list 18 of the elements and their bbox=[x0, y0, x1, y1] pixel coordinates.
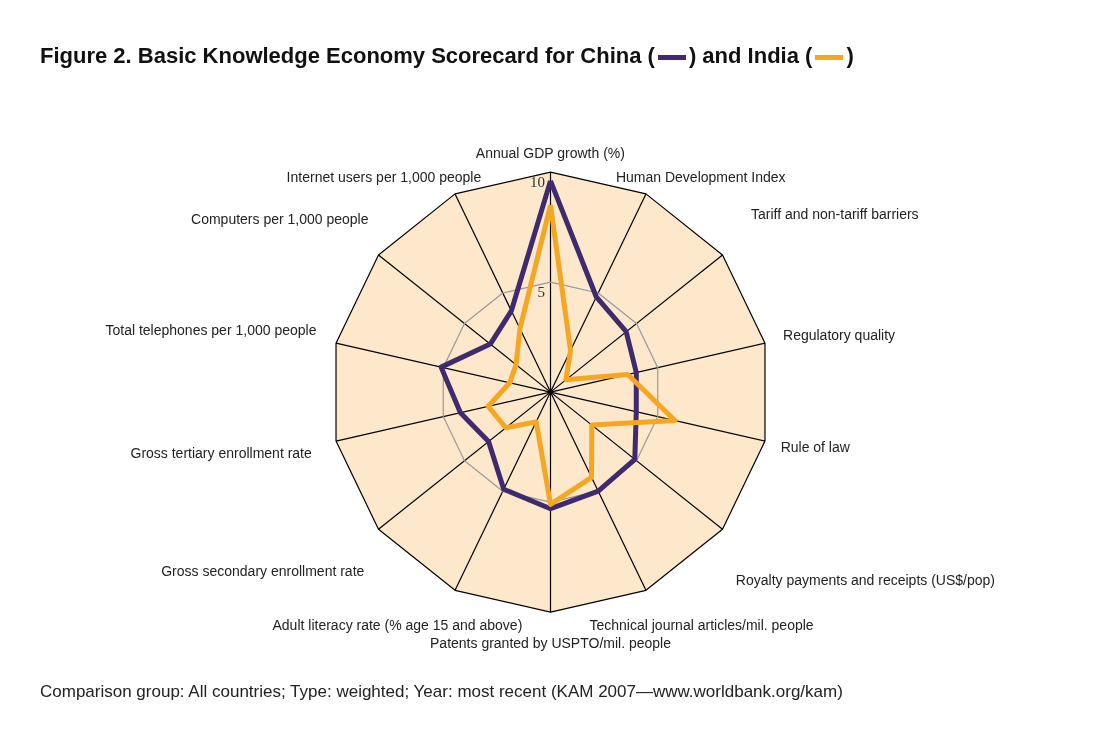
spoke-label: Tariff and non-tariff barriers bbox=[751, 206, 919, 223]
spoke-label: Regulatory quality bbox=[783, 326, 896, 343]
spoke-label: Royalty payments and receipts (US$/pop) bbox=[735, 571, 995, 588]
chart-title: Figure 2. Basic Knowledge Economy Scorecard for China ( ) and India ( ) bbox=[40, 43, 854, 68]
spoke-label: Adult literacy rate (% age 15 and above) bbox=[272, 617, 523, 634]
spoke-label: Patents granted by USPTO/mil. people bbox=[430, 634, 672, 651]
spoke-label: Rule of law bbox=[780, 439, 851, 456]
y-tick-label: 10 bbox=[530, 173, 545, 190]
spoke-label: Total telephones per 1,000 people bbox=[105, 321, 317, 338]
spoke-label: Gross tertiary enrollment rate bbox=[130, 445, 312, 462]
text: Comparison group: All countries; Type: weighted; Year: most recent (KAM 2007—www.worldbank.org/kam) bbox=[40, 681, 843, 703]
y-tick-label: 5 bbox=[537, 283, 545, 300]
spoke-label: Human Development Index bbox=[615, 169, 786, 186]
spoke-label: Annual GDP growth (%) bbox=[475, 145, 625, 162]
spoke-label: Computers per 1,000 people bbox=[191, 210, 369, 227]
spoke-label: Gross secondary enrollment rate bbox=[161, 563, 365, 580]
spoke-label: Technical journal articles/mil. people bbox=[589, 617, 814, 634]
spoke-label: Internet users per 1,000 people bbox=[286, 169, 482, 186]
